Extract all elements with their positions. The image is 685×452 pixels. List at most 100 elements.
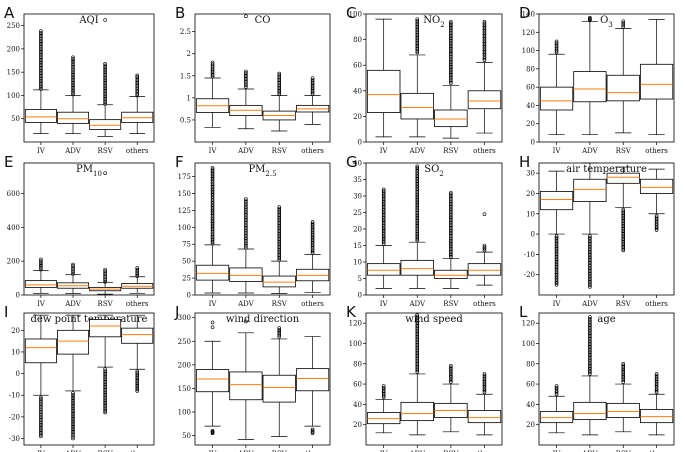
y-tick-label: 200: [7, 258, 20, 266]
outlier-point: [277, 257, 282, 262]
outlier-point: [277, 326, 282, 330]
box-RSV: RSV: [434, 363, 468, 452]
x-tick-label: others: [301, 450, 324, 452]
outlier-point: [277, 329, 282, 334]
outlier-point: [277, 334, 282, 339]
y-tick-label: 30: [353, 193, 362, 201]
y-tick-label: -10: [9, 392, 20, 400]
box-RSV: RSV: [606, 166, 640, 308]
plot-frame: [194, 312, 331, 446]
outlier-point: [277, 327, 282, 332]
iqr-box: [467, 263, 502, 276]
outlier-point: [654, 378, 659, 383]
outlier-point: [449, 380, 453, 384]
outlier-point: [244, 244, 248, 248]
outlier-point: [39, 266, 43, 270]
outlier-point: [654, 375, 659, 380]
outlier-point: [482, 383, 487, 388]
plot-frame: [365, 13, 503, 143]
box-RSV: RSV: [89, 18, 122, 155]
panel-G: G SO2 0 5 10 15 20 25 30 35 40 IV ADV RSV others: [346, 153, 503, 308]
iqr-box: [57, 111, 90, 124]
outlier-point: [654, 385, 659, 390]
outlier-point: [381, 393, 386, 398]
outlier-point: [621, 361, 626, 366]
x-tick-label: others: [301, 147, 324, 155]
outlier-point: [621, 21, 626, 25]
panel-letter: G: [346, 153, 358, 171]
x-tick-label: others: [473, 300, 496, 308]
y-tick-label: 100: [178, 224, 191, 232]
y-tick-label: 150: [7, 69, 20, 77]
panel-title: PM2.5: [248, 164, 276, 178]
iqr-box: [606, 74, 640, 102]
panel-title: CO: [255, 15, 271, 26]
outlier-point: [71, 92, 75, 97]
box-IV: IV: [539, 170, 574, 308]
iqr-box: [434, 269, 468, 279]
outlier-point: [554, 392, 559, 397]
iqr-box: [229, 371, 263, 401]
x-tick-label: others: [126, 450, 149, 452]
outlier-point: [449, 81, 453, 85]
x-tick-label: IV: [553, 300, 562, 308]
outlier-point: [482, 372, 487, 376]
y-tick-label: 40: [353, 401, 362, 409]
outlier-point: [310, 430, 315, 434]
outlier-point: [482, 380, 487, 385]
iqr-box: [295, 368, 330, 392]
x-tick-label: RSV: [272, 450, 288, 452]
box-RSV: RSV: [434, 19, 468, 155]
y-tick-label: 50: [182, 258, 191, 266]
outlier-point: [588, 18, 592, 23]
iqr-box: [366, 263, 401, 276]
outlier-point: [482, 390, 487, 395]
box-IV: IV: [24, 314, 57, 452]
panel-letter: F: [175, 153, 184, 171]
x-tick-label: IV: [37, 300, 46, 308]
y-tick-label: 20: [526, 421, 535, 429]
y-tick-label: 100: [349, 340, 362, 348]
y-tick-label: 0: [531, 139, 535, 147]
x-tick-label: ADV: [581, 147, 599, 155]
outlier-point: [621, 246, 626, 251]
y-tick-label: 175: [178, 173, 191, 181]
y-tick-label: 35: [353, 176, 362, 184]
box-ADV: ADV: [57, 55, 90, 155]
y-tick-label: 25: [353, 209, 362, 217]
box-ADV: ADV: [573, 15, 607, 155]
y-tick-label: 60: [353, 62, 362, 70]
iqr-box: [639, 409, 674, 424]
y-tick-label: 0: [187, 292, 191, 300]
outlier-point: [244, 245, 248, 250]
outlier-point: [71, 91, 75, 95]
y-tick-label: 100: [522, 340, 535, 348]
outlier-point: [381, 242, 386, 246]
outlier-point: [310, 251, 315, 255]
panel-title: wind speed: [405, 314, 463, 325]
x-tick-label: others: [645, 147, 668, 155]
box-others: others: [639, 19, 674, 155]
x-tick-label: ADV: [408, 147, 426, 155]
outlier-point: [654, 377, 659, 381]
panel-title: age: [597, 314, 615, 325]
box-ADV: ADV: [229, 14, 263, 155]
y-tick-label: 0: [358, 292, 362, 300]
outlier-point: [310, 249, 315, 254]
x-tick-label: IV: [37, 147, 46, 155]
box-RSV: RSV: [606, 361, 640, 452]
iqr-box: [24, 109, 57, 123]
x-tick-label: IV: [209, 147, 218, 155]
outlier-point: [310, 90, 315, 95]
outlier-point: [310, 427, 315, 432]
outlier-point: [210, 241, 215, 246]
x-tick-label: RSV: [443, 450, 459, 452]
box-others: others: [467, 212, 502, 308]
x-tick-label: IV: [380, 147, 389, 155]
x-tick-label: ADV: [581, 300, 599, 308]
panel-title: SO2: [424, 164, 444, 178]
y-tick-label: 40: [526, 401, 535, 409]
y-tick-label: 20: [353, 421, 362, 429]
outlier-point: [482, 377, 487, 381]
panel-title: PM10: [76, 164, 102, 178]
